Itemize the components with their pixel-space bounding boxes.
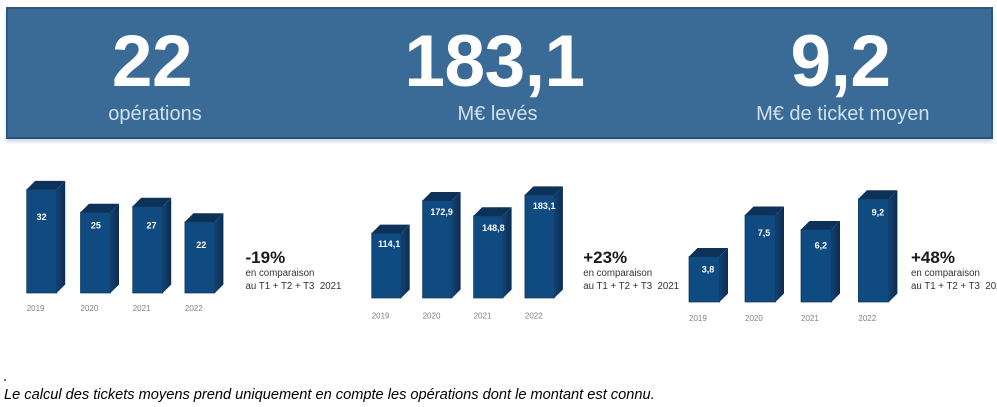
svg-text:2021: 2021: [801, 314, 819, 323]
svg-text:2021: 2021: [474, 311, 492, 320]
svg-text:148,8: 148,8: [482, 223, 505, 233]
svg-text:2021: 2021: [133, 304, 151, 313]
svg-text:32: 32: [37, 212, 47, 222]
svg-text:2020: 2020: [423, 311, 441, 320]
svg-text:2020: 2020: [745, 314, 763, 323]
svg-text:22: 22: [196, 240, 206, 250]
svg-text:27: 27: [146, 221, 156, 231]
svg-text:183,1: 183,1: [533, 201, 556, 211]
svg-text:2022: 2022: [858, 314, 876, 323]
svg-text:2022: 2022: [525, 311, 543, 320]
svg-text:7,5: 7,5: [758, 228, 771, 238]
svg-text:2020: 2020: [81, 304, 99, 313]
svg-text:3,8: 3,8: [702, 264, 715, 274]
svg-text:25: 25: [91, 220, 101, 230]
svg-text:6,2: 6,2: [815, 240, 828, 250]
svg-text:2022: 2022: [185, 304, 203, 313]
svg-text:9,2: 9,2: [872, 207, 885, 217]
svg-text:2019: 2019: [689, 314, 707, 323]
svg-text:2019: 2019: [27, 304, 45, 313]
svg-text:2019: 2019: [372, 311, 390, 320]
svg-text:114,1: 114,1: [378, 239, 400, 249]
svg-text:172,9: 172,9: [430, 207, 453, 217]
